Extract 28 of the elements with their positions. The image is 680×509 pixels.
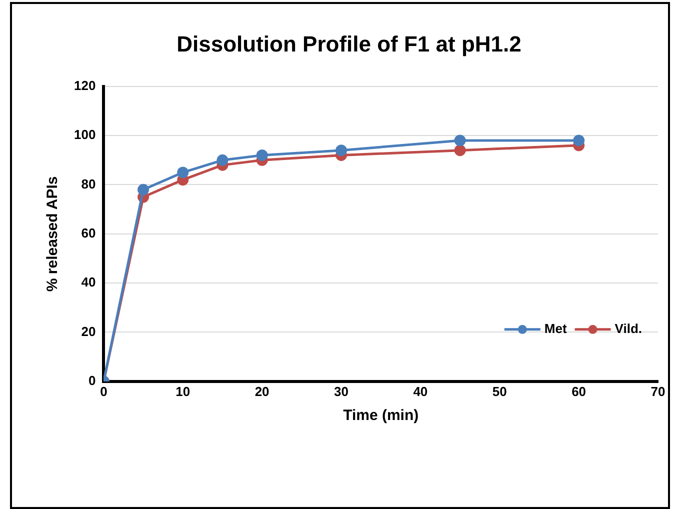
- x-tick-label: 0: [100, 384, 108, 399]
- point: [177, 166, 189, 178]
- point: [336, 144, 347, 156]
- y-tick-label: 20: [81, 324, 96, 339]
- y-tick-label: 80: [81, 176, 96, 192]
- y-axis-title: % released APIs: [44, 176, 62, 292]
- x-tick-label: 60: [572, 384, 586, 399]
- chart-title: Dissolution Profile of F1 at pH1.2: [176, 31, 522, 56]
- point: [138, 184, 150, 196]
- point: [256, 149, 268, 161]
- y-tick-label: 120: [74, 78, 96, 93]
- x-tick-label: 50: [492, 384, 507, 399]
- point: [216, 154, 228, 166]
- x-tick-label: 10: [176, 384, 190, 399]
- legend-label: Vild.: [614, 320, 642, 336]
- y-tick-label: 40: [81, 274, 96, 290]
- legend-label: Met: [544, 320, 568, 336]
- y-tick-label: 60: [81, 225, 96, 240]
- x-tick-label: 30: [334, 384, 348, 399]
- point: [454, 144, 466, 156]
- x-tick-label: 70: [650, 384, 666, 399]
- y-tick-label: 0: [88, 372, 96, 388]
- y-tick-label: 100: [74, 127, 96, 142]
- point: [573, 134, 585, 146]
- x-axis-title: Time (min): [343, 407, 419, 424]
- x-tick-label: 40: [413, 384, 428, 399]
- point: [454, 134, 466, 146]
- x-tick-label: 20: [254, 384, 270, 399]
